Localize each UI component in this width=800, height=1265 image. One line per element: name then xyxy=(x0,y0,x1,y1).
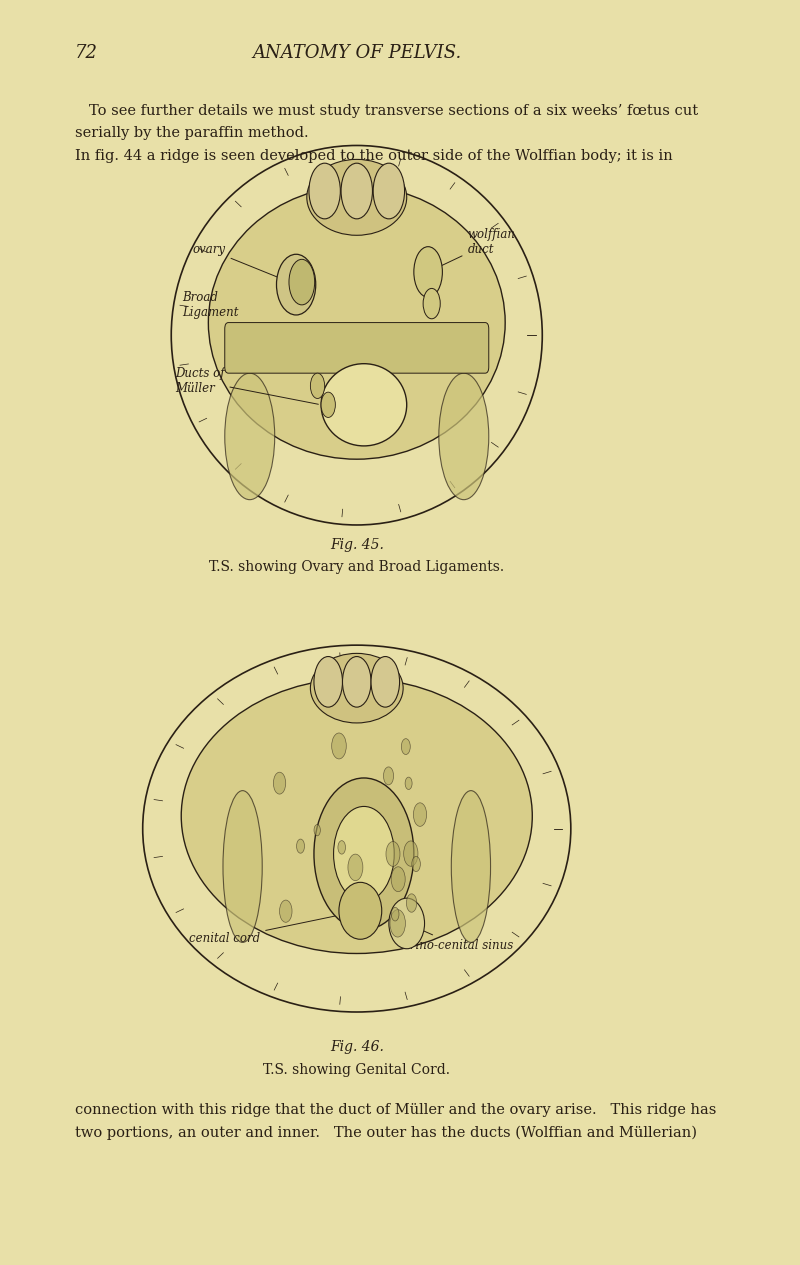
Circle shape xyxy=(332,732,346,759)
Ellipse shape xyxy=(451,791,490,942)
Circle shape xyxy=(383,767,394,784)
Ellipse shape xyxy=(307,159,406,235)
Circle shape xyxy=(338,841,346,854)
Text: connection with this ridge that the duct of Müller and the ovary arise.   This r: connection with this ridge that the duct… xyxy=(75,1103,716,1117)
Ellipse shape xyxy=(223,791,262,942)
Text: Fig. 45.: Fig. 45. xyxy=(330,538,384,552)
Circle shape xyxy=(414,803,426,826)
Circle shape xyxy=(341,163,373,219)
Circle shape xyxy=(279,901,292,922)
Text: Urino-cenital sinus: Urino-cenital sinus xyxy=(399,925,513,951)
Circle shape xyxy=(289,259,314,305)
Circle shape xyxy=(373,163,405,219)
Text: ovary: ovary xyxy=(193,243,294,283)
Text: 72: 72 xyxy=(75,44,98,62)
Circle shape xyxy=(371,657,399,707)
Text: wolffian
duct: wolffian duct xyxy=(430,228,515,271)
Text: two portions, an outer and inner.   The outer has the ducts (Wolffian and Müller: two portions, an outer and inner. The ou… xyxy=(75,1126,697,1140)
Circle shape xyxy=(391,907,399,921)
Circle shape xyxy=(391,867,406,892)
Ellipse shape xyxy=(339,883,382,939)
Ellipse shape xyxy=(439,373,489,500)
Circle shape xyxy=(390,910,406,937)
Ellipse shape xyxy=(208,186,505,459)
Circle shape xyxy=(321,392,335,417)
Text: serially by the paraffin method.: serially by the paraffin method. xyxy=(75,126,309,140)
Text: Broad
Ligament: Broad Ligament xyxy=(182,291,283,353)
Ellipse shape xyxy=(314,778,414,930)
Text: ANATOMY OF PELVIS.: ANATOMY OF PELVIS. xyxy=(252,44,462,62)
Circle shape xyxy=(414,247,442,297)
Text: Fig. 46.: Fig. 46. xyxy=(330,1040,384,1054)
Circle shape xyxy=(386,841,400,867)
Ellipse shape xyxy=(182,678,532,954)
Circle shape xyxy=(309,163,340,219)
Circle shape xyxy=(314,825,320,836)
Text: To see further details we must study transverse sections of a six weeks’ fœtus c: To see further details we must study tra… xyxy=(89,104,698,118)
Circle shape xyxy=(405,777,412,789)
Ellipse shape xyxy=(334,807,394,901)
Text: In fig. 44 a ridge is seen developed to the outer side of the Wolffian body; it : In fig. 44 a ridge is seen developed to … xyxy=(75,149,673,163)
Ellipse shape xyxy=(321,364,406,447)
Ellipse shape xyxy=(310,654,403,724)
Circle shape xyxy=(297,839,305,853)
Text: Ducts of
Müller: Ducts of Müller xyxy=(175,367,318,405)
Ellipse shape xyxy=(389,898,425,949)
Circle shape xyxy=(274,772,286,794)
Circle shape xyxy=(406,894,417,912)
Circle shape xyxy=(412,856,420,872)
Ellipse shape xyxy=(225,373,274,500)
Circle shape xyxy=(310,373,325,398)
Text: cenital cord: cenital cord xyxy=(189,911,358,945)
Text: T.S. showing Genital Cord.: T.S. showing Genital Cord. xyxy=(263,1063,450,1077)
FancyBboxPatch shape xyxy=(225,323,489,373)
Circle shape xyxy=(404,841,418,867)
Circle shape xyxy=(348,854,363,880)
Circle shape xyxy=(342,657,371,707)
Circle shape xyxy=(402,739,410,754)
Text: T.S. showing Ovary and Broad Ligaments.: T.S. showing Ovary and Broad Ligaments. xyxy=(210,560,504,574)
Circle shape xyxy=(423,288,440,319)
Ellipse shape xyxy=(277,254,316,315)
Circle shape xyxy=(314,657,342,707)
